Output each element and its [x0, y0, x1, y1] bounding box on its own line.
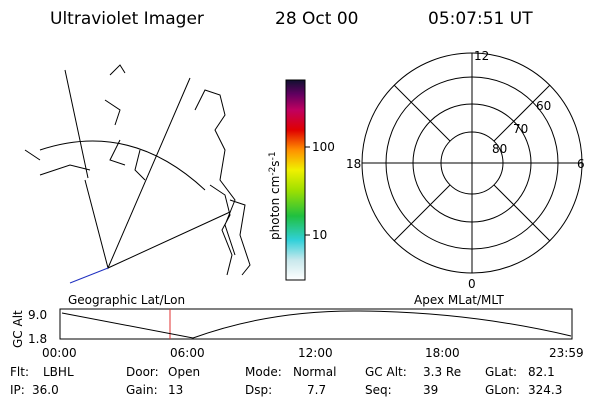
- instrument-title: Ultraviolet Imager: [50, 9, 204, 29]
- mlt-label: 0: [468, 277, 476, 291]
- orbit-x-label: 00:00: [42, 346, 77, 360]
- status-value: 3.3 Re: [423, 365, 461, 379]
- mlt-label: 6: [577, 157, 585, 171]
- status-panel: Flt: LBHL Door: Open Mode: Normal GC Alt: 3.3 R…: [10, 365, 562, 397]
- orbit-left-title: Geographic Lat/Lon: [68, 293, 185, 307]
- orbit-x-label: 23:59: [549, 346, 584, 360]
- colorbar-unit: photon cm-2s-1: [268, 151, 282, 240]
- date: 28 Oct 00: [275, 9, 358, 29]
- status-key: Mode:: [245, 365, 282, 379]
- orbit-y-label: 1.8: [28, 332, 47, 346]
- status-key: GC Alt:: [365, 365, 407, 379]
- orbit-frame: [59, 308, 573, 340]
- map: [24, 64, 251, 284]
- unit-part: photon cm: [268, 176, 282, 240]
- status-key: Flt:: [10, 365, 29, 379]
- status-key: Gain:: [126, 383, 158, 397]
- status-key: IP:: [10, 383, 25, 397]
- lat-label: 80: [492, 142, 507, 156]
- unit-part: -2: [268, 167, 278, 176]
- status-key: GLat:: [485, 365, 517, 379]
- status-value: LBHL: [43, 365, 74, 379]
- unit-part: -1: [268, 151, 278, 160]
- status-value: 7.7: [307, 383, 326, 397]
- lat-label: 70: [513, 122, 528, 136]
- orbit-x-label: 06:00: [170, 346, 205, 360]
- unit-part: s: [268, 160, 282, 166]
- orbit-axis-title: GC Alt: [11, 310, 25, 348]
- status-key: Dsp:: [245, 383, 272, 397]
- status-value: 36.0: [32, 383, 59, 397]
- status-key: GLon:: [485, 383, 520, 397]
- lat-label: 60: [536, 99, 551, 113]
- colorbar-tick-label: 10: [312, 228, 327, 242]
- orbit-right-title: Apex MLat/MLT: [414, 293, 504, 307]
- altitude-curve: [61, 310, 572, 339]
- orbit-y-label: 9.0: [28, 308, 47, 322]
- colorbar: [285, 79, 306, 281]
- polar-grid: [361, 52, 583, 274]
- colorbar-tick-label: 100: [312, 140, 335, 154]
- status-value: Normal: [293, 365, 336, 379]
- status-value: 82.1: [528, 365, 555, 379]
- status-key: Seq:: [365, 383, 392, 397]
- mlt-label: 18: [346, 157, 361, 171]
- status-key: Door:: [126, 365, 159, 379]
- status-value: 13: [168, 383, 183, 397]
- status-value: 39: [423, 383, 438, 397]
- orbit-x-label: 12:00: [298, 346, 333, 360]
- orbit-x-label: 18:00: [425, 346, 460, 360]
- status-value: 324.3: [528, 383, 562, 397]
- time: 05:07:51 UT: [428, 9, 533, 29]
- status-value: Open: [168, 365, 200, 379]
- mlt-label: 12: [474, 49, 489, 63]
